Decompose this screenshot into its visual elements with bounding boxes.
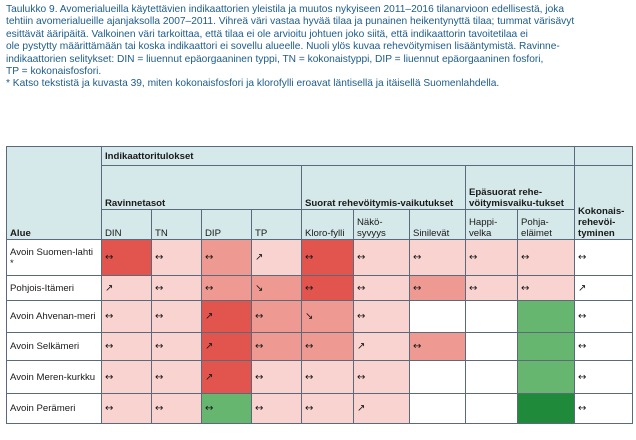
total-cell: ↔ bbox=[574, 332, 633, 361]
indicator-cell: ↔ bbox=[101, 300, 152, 333]
indicator-cell: ↔ bbox=[409, 332, 466, 361]
indicator-cell: ↔ bbox=[251, 332, 302, 361]
indicator-cell: ↗ bbox=[353, 393, 410, 424]
indicator-cell: ↔ bbox=[353, 275, 410, 301]
total-cell: ↔ bbox=[574, 393, 633, 424]
column-header: TN bbox=[151, 209, 202, 240]
total-cell: ↗ bbox=[574, 275, 633, 301]
indicator-cell: ↔ bbox=[353, 300, 410, 333]
indicator-cell: ↔ bbox=[151, 275, 202, 301]
caption-line: esittävät ääripäitä. Valkoinen väri tark… bbox=[6, 28, 528, 40]
total-cell: ↔ bbox=[574, 360, 633, 394]
indicator-cell bbox=[517, 393, 575, 424]
indicator-cell: ↔ bbox=[251, 300, 302, 333]
table-row: Avoin Meren-kurkku ↔ ↔ ↗ ↔ ↔ ↔ ↔ bbox=[6, 360, 633, 394]
indicator-cell bbox=[465, 360, 518, 394]
indicator-cell: ↔ bbox=[465, 239, 518, 276]
indicator-cell: ↔ bbox=[151, 300, 202, 333]
indicator-cell: ↔ bbox=[101, 393, 152, 424]
indicator-cell: ↔ bbox=[251, 360, 302, 394]
indicator-cell: ↗ bbox=[251, 239, 302, 276]
total-cell: ↔ bbox=[574, 300, 633, 333]
indicator-cell: ↔ bbox=[201, 393, 252, 424]
indicator-cell: ↗ bbox=[201, 300, 252, 333]
indicator-cell: ↔ bbox=[353, 360, 410, 394]
table-caption: Taulukko 9. Avomerialueilla käytettävien… bbox=[6, 4, 632, 91]
indicator-cell: ↔ bbox=[151, 332, 202, 361]
indicator-cell: ↔ bbox=[251, 393, 302, 424]
indicator-cell: ↔ bbox=[301, 332, 354, 361]
caption-line: ole pystytty määrittämään tai koska indi… bbox=[6, 41, 560, 53]
indicator-cell: ↗ bbox=[101, 275, 152, 301]
indicator-cell: ↔ bbox=[353, 239, 410, 276]
column-header: Happi-velka bbox=[465, 209, 518, 240]
indicator-cell: ↗ bbox=[201, 360, 252, 394]
indicator-cell bbox=[517, 360, 575, 394]
indicator-cell: ↔ bbox=[517, 275, 575, 301]
indicator-cell: ↔ bbox=[301, 393, 354, 424]
indicator-cell: ↔ bbox=[151, 360, 202, 394]
total-header-top bbox=[574, 146, 633, 166]
indicator-cell: ↔ bbox=[101, 332, 152, 361]
indicator-cell: ↔ bbox=[201, 275, 252, 301]
column-header: DIP bbox=[201, 209, 252, 240]
indicator-cell bbox=[517, 332, 575, 361]
indicator-cell bbox=[409, 360, 466, 394]
column-header: Pohja-eläimet bbox=[517, 209, 575, 240]
table-row: Avoin Perämeri ↔ ↔ ↔ ↔ ↔ ↗ ↔ bbox=[6, 393, 633, 424]
indicator-cell: ↔ bbox=[301, 239, 354, 276]
column-header: DIN bbox=[101, 209, 152, 240]
indicator-cell: ↔ bbox=[101, 239, 152, 276]
table-row: Avoin Ahvenan-meri ↔ ↔ ↗ ↔ ↘ ↔ ↔ bbox=[6, 300, 633, 333]
caption-line: tehtiin avomerialueille ajanjaksolla 200… bbox=[6, 16, 575, 28]
indicator-cell: ↔ bbox=[301, 275, 354, 301]
subgroup-direct: Suorat rehevöitymis-vaikutukset bbox=[301, 165, 466, 210]
indicator-table: Alue Indikaattoritulokset Ravinnetasot S… bbox=[6, 146, 633, 424]
area-name: Avoin Selkämeri bbox=[6, 332, 102, 361]
indicator-cell bbox=[409, 300, 466, 333]
indicator-cell: ↔ bbox=[101, 360, 152, 394]
indicator-cell: ↔ bbox=[465, 275, 518, 301]
caption-line: indikaattorien selitykset: DIN = liuennu… bbox=[6, 53, 544, 65]
area-header: Alue bbox=[6, 146, 102, 240]
indicator-cell: ↔ bbox=[409, 275, 466, 301]
indicator-cell bbox=[465, 332, 518, 361]
column-header: Kloro-fylli bbox=[301, 209, 354, 240]
indicator-cell: ↔ bbox=[151, 239, 202, 276]
indicator-cell bbox=[465, 393, 518, 424]
indicator-cell: ↔ bbox=[409, 239, 466, 276]
group-header: Indikaattoritulokset bbox=[101, 146, 575, 166]
indicator-cell: ↘ bbox=[301, 300, 354, 333]
total-header: Kokonais-rehevöi-tyminen bbox=[574, 165, 633, 240]
indicator-cell bbox=[409, 393, 466, 424]
table-row: Avoin Suomen-lahti * ↔ ↔ ↔ ↗ ↔ ↔ ↔ ↔ ↔ ↔ bbox=[6, 239, 633, 276]
indicator-cell: ↔ bbox=[151, 393, 202, 424]
caption-line: Taulukko 9. Avomerialueilla käytettävien… bbox=[6, 4, 564, 15]
area-name: Avoin Perämeri bbox=[6, 393, 102, 424]
indicator-cell bbox=[465, 300, 518, 333]
indicator-cell: ↔ bbox=[201, 239, 252, 276]
area-name: Avoin Meren-kurkku bbox=[6, 360, 102, 394]
area-name: Avoin Ahvenan-meri bbox=[6, 300, 102, 333]
indicator-cell: ↘ bbox=[251, 275, 302, 301]
table-row: Avoin Selkämeri ↔ ↔ ↗ ↔ ↔ ↗ ↔ ↔ bbox=[6, 332, 633, 361]
area-name: Avoin Suomen-lahti * bbox=[6, 239, 102, 276]
caption-line: TP = kokonaisfosfori. bbox=[6, 66, 102, 78]
indicator-cell bbox=[517, 300, 575, 333]
indicator-cell: ↔ bbox=[517, 239, 575, 276]
column-header: Sinilevät bbox=[409, 209, 466, 240]
subgroup-indirect: Epäsuorat rehe-vöitymisvaiku-tukset bbox=[465, 165, 575, 210]
indicator-cell: ↗ bbox=[201, 332, 252, 361]
caption-line: * Katso tekstistä ja kuvasta 39, miten k… bbox=[6, 78, 500, 90]
subgroup-nutrients: Ravinnetasot bbox=[101, 165, 302, 210]
indicator-cell: ↗ bbox=[353, 332, 410, 361]
column-header: Näkö-syvyys bbox=[353, 209, 410, 240]
column-header: TP bbox=[251, 209, 302, 240]
indicator-cell: ↔ bbox=[301, 360, 354, 394]
table-row: Pohjois-Itämeri ↗ ↔ ↔ ↘ ↔ ↔ ↔ ↔ ↔ ↗ bbox=[6, 275, 633, 301]
total-cell: ↔ bbox=[574, 239, 633, 276]
area-name: Pohjois-Itämeri bbox=[6, 275, 102, 301]
